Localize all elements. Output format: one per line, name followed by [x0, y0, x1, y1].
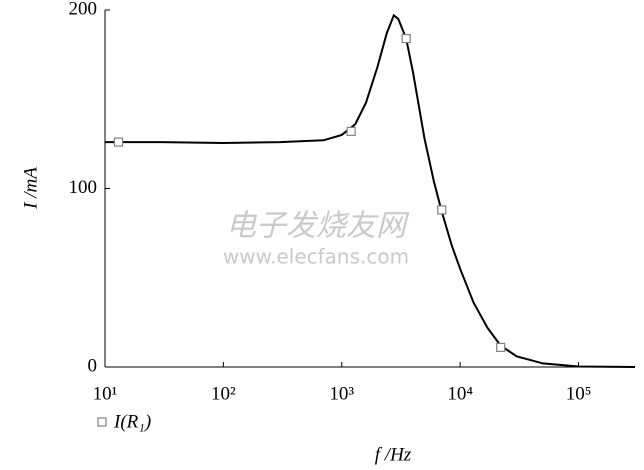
marker	[113, 137, 124, 147]
y-tick-label: 0	[88, 355, 98, 376]
x-tick-label: 10³	[329, 383, 354, 404]
line	[105, 13, 636, 368]
legend-marker	[97, 417, 107, 427]
x-tick-label: 10⁵	[566, 383, 592, 404]
watermark: 电子发烧友网	[226, 209, 410, 244]
y-axis-label: I /mA	[20, 167, 41, 210]
y-tick-label: 200	[69, 0, 98, 19]
marker	[437, 205, 447, 215]
x-axis-label: f /Hz	[375, 444, 412, 465]
marker	[496, 342, 506, 352]
marker	[401, 33, 411, 44]
marker	[346, 126, 356, 136]
x-tick-label: 10²	[211, 383, 236, 404]
legend-label: I(R₁)	[113, 411, 151, 432]
y-tick-label: 100	[69, 177, 98, 198]
watermark: www.elecfans.com	[223, 245, 409, 269]
x-tick-label: 10⁴	[447, 383, 473, 404]
x-tick-label: 10¹	[93, 383, 118, 404]
